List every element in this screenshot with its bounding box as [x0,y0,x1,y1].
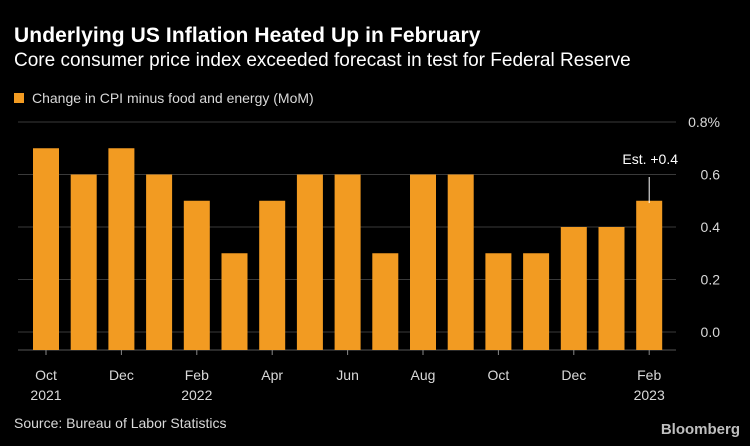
x-tick-label: Oct [488,367,510,383]
x-tick-label: Dec [109,367,134,383]
x-tick-year-label: 2022 [181,387,212,403]
bar [485,253,512,350]
x-tick-label: Oct [35,367,57,383]
bar [146,174,173,350]
x-tick-label: Apr [261,367,283,383]
bloomberg-logo: Bloomberg [660,421,740,438]
x-tick-label: Feb [637,367,661,383]
bar [259,200,286,350]
x-tick-label: Feb [185,367,209,383]
bar [33,148,59,350]
y-tick-label: 0.0 [701,324,721,340]
legend-label: Change in CPI minus food and energy (MoM… [32,90,314,106]
x-tick-year-label: 2023 [634,387,665,403]
x-tick-label: Dec [561,367,586,383]
bar [447,174,474,350]
bar [598,227,625,350]
bar [183,200,210,350]
y-tick-label: 0.8% [688,114,720,130]
x-tick-label: Aug [411,367,436,383]
bar [560,227,587,350]
y-tick-label: 0.2 [701,272,721,288]
bar [296,174,323,350]
bar [108,148,135,350]
source-note: Source: Bureau of Labor Statistics [14,415,227,431]
bar [523,253,550,350]
bar [334,174,361,350]
y-tick-label: 0.4 [701,219,721,235]
bar [372,253,399,350]
bar [636,200,663,350]
estimate-annotation: Est. +0.4 [622,151,678,167]
x-tick-label: Jun [336,367,359,383]
legend-swatch [14,93,24,103]
chart-subtitle: Core consumer price index exceeded forec… [14,50,631,71]
bar [221,253,248,350]
legend: Change in CPI minus food and energy (MoM… [14,90,314,106]
x-tick-year-label: 2021 [30,387,61,403]
y-tick-label: 0.6 [701,167,721,183]
bar [70,174,97,350]
bar [410,174,436,350]
chart-title: Underlying US Inflation Heated Up in Feb… [14,24,481,47]
